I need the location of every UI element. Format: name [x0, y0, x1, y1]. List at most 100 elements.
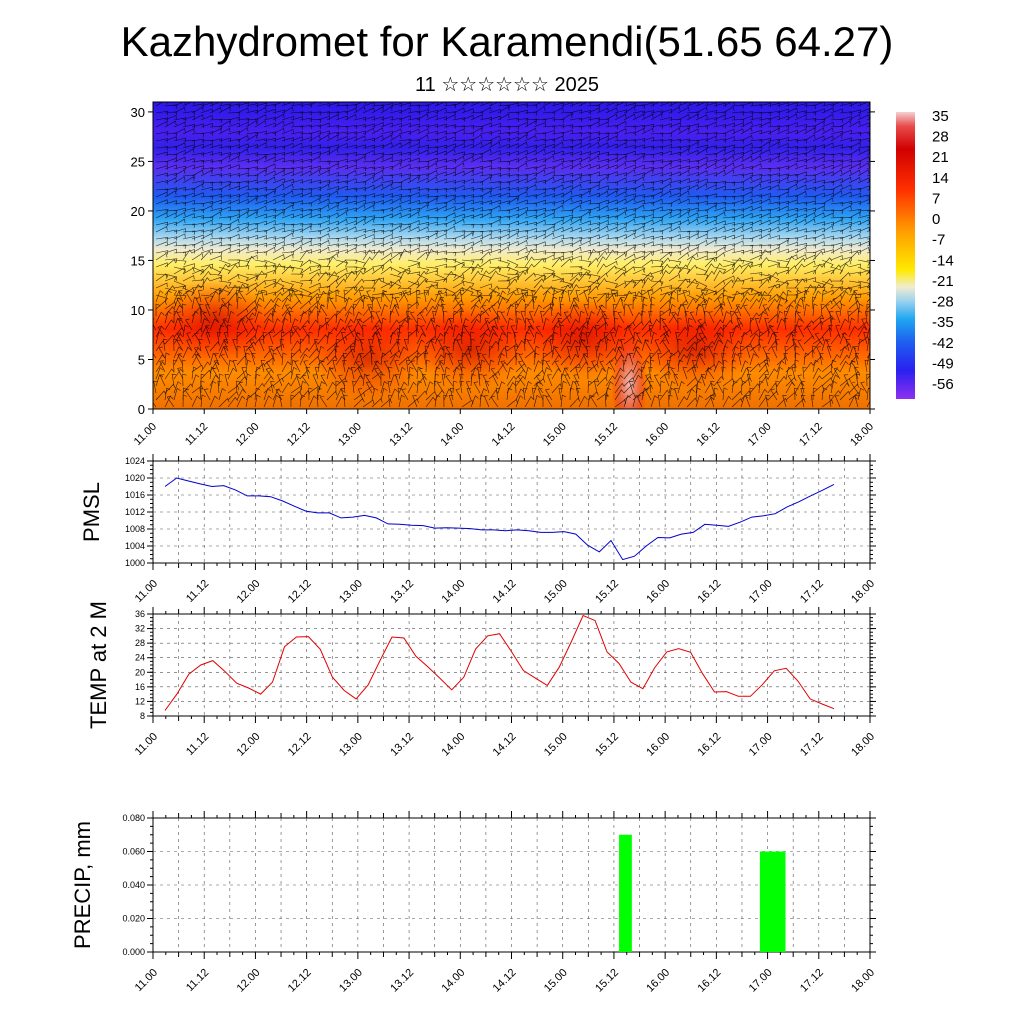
wind-barb: [236, 222, 250, 227]
wind-barb: [515, 220, 528, 226]
wind-barb: [254, 280, 267, 289]
wind-barb: [326, 125, 340, 130]
wind-barb: [647, 290, 652, 303]
wind-barb: [659, 291, 672, 296]
wind-barb: [353, 338, 360, 352]
wind-barb: [482, 374, 490, 387]
wind-barb: [218, 120, 231, 128]
wind-barb: [578, 131, 592, 137]
wind-barb: [407, 128, 420, 135]
wind-barb: [263, 188, 277, 194]
wind-barb: [479, 388, 488, 401]
wind-barb: [650, 248, 663, 254]
wind-barb: [749, 206, 762, 212]
wind-barb: [227, 103, 241, 108]
wind-barb: [839, 346, 848, 359]
wind-barb: [731, 340, 742, 352]
wind-barb: [776, 200, 790, 206]
wind-barb: [335, 278, 347, 289]
wind-barb: [641, 376, 652, 387]
wind-barb: [587, 241, 600, 247]
wind-barb: [697, 318, 706, 331]
wind-barb: [299, 158, 313, 164]
wind-barb: [227, 181, 241, 186]
wind-barb: [396, 338, 401, 352]
colorbar-label: 28: [932, 129, 949, 146]
wind-barb: [595, 345, 600, 359]
wind-barb: [749, 129, 762, 135]
wind-barb: [794, 124, 808, 129]
wind-barb: [812, 153, 826, 158]
wind-barb: [839, 290, 849, 303]
wind-barb: [587, 234, 600, 240]
wind-barb: [533, 106, 546, 114]
wind-barb: [785, 241, 798, 247]
wind-barb: [290, 166, 304, 171]
wind-barb: [335, 218, 348, 226]
wind-barb: [438, 360, 445, 373]
wind-barb: [236, 107, 249, 114]
wind-barb: [155, 331, 163, 345]
wind-barb: [191, 208, 205, 214]
wind-barb: [461, 125, 475, 130]
wind-barb: [371, 319, 382, 331]
wind-barb: [527, 339, 535, 352]
wind-barb: [281, 159, 295, 165]
wind-barb: [425, 162, 438, 170]
wind-barb: [497, 186, 511, 192]
wind-barb: [416, 380, 422, 394]
wind-barb: [209, 361, 220, 373]
wind-barb: [497, 290, 506, 303]
wind-barb: [375, 332, 382, 345]
wind-barb: [488, 270, 499, 282]
wind-barb: [542, 272, 556, 278]
wind-barb: [182, 394, 188, 408]
wind-barb: [470, 299, 482, 310]
wind-barb: [410, 360, 418, 373]
wind-barb: [153, 380, 158, 394]
wind-barb: [794, 152, 808, 157]
wind-barb: [767, 138, 781, 144]
wind-barb: [164, 221, 177, 227]
wind-barb: [722, 395, 732, 408]
wind-barb: [704, 297, 713, 310]
wind-barb: [479, 328, 491, 338]
wind-barb: [802, 366, 807, 380]
wind-barb: [731, 208, 745, 213]
wind-barb: [623, 208, 637, 213]
wind-barb: [290, 111, 304, 116]
wind-barb: [308, 310, 313, 324]
wind-barb: [164, 190, 177, 198]
wind-barb: [155, 212, 168, 219]
wind-barb: [398, 115, 411, 121]
wind-barb: [227, 173, 241, 178]
wind-barb: [686, 278, 698, 289]
wind-barb: [551, 354, 562, 366]
wind-barb: [560, 258, 572, 268]
wind-barb: [713, 132, 727, 138]
wind-barb: [821, 280, 834, 289]
wind-barb: [200, 277, 211, 289]
wind-barb: [389, 266, 402, 276]
wind-barb: [767, 128, 780, 135]
wind-barb: [406, 310, 411, 324]
wind-barb: [821, 192, 834, 198]
wind-barb: [686, 255, 696, 268]
wind-barb: [209, 222, 223, 228]
wind-barb: [164, 310, 172, 324]
wind-barb: [776, 226, 789, 233]
wind-barb: [245, 254, 258, 261]
wind-barb: [452, 107, 465, 114]
wind-barb: [166, 395, 175, 408]
wind-barb: [783, 317, 788, 331]
wind-barb: [848, 211, 861, 219]
wind-barb: [335, 125, 349, 131]
wind-barb: [362, 201, 376, 206]
wind-barb: [515, 186, 528, 192]
wind-barb: [488, 135, 501, 142]
wind-barb: [758, 244, 772, 249]
wind-barb: [848, 163, 861, 170]
wind-barb: [632, 296, 638, 310]
wind-barb: [740, 259, 754, 266]
wind-barb: [191, 395, 201, 408]
